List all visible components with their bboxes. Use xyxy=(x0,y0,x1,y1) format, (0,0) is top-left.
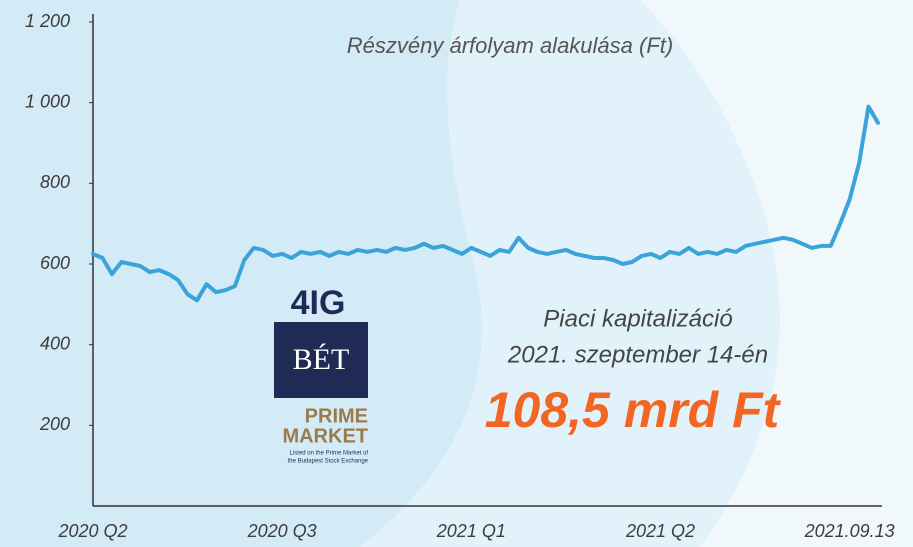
logo-box xyxy=(274,322,368,398)
y-tick-label: 1 200 xyxy=(25,11,70,31)
y-tick-label: 800 xyxy=(40,172,70,192)
x-tick-label: 2021.09.13 xyxy=(804,521,895,541)
y-tick-label: 1 000 xyxy=(25,91,70,111)
x-tick-label: 2020 Q3 xyxy=(247,521,317,541)
price-line xyxy=(91,104,880,303)
x-tick-label: 2021 Q1 xyxy=(436,521,506,541)
annotation: 2021. szeptember 14-én xyxy=(507,341,768,368)
chart-title: Részvény árfolyam alakulása (Ft) xyxy=(347,33,673,58)
y-tick-label: 600 xyxy=(40,253,70,273)
logo-brand: 4IG xyxy=(291,284,346,322)
annotation: Piaci kapitalizáció xyxy=(543,305,732,332)
logo-line: PRIME xyxy=(305,405,368,427)
x-tick-label: 2020 Q2 xyxy=(57,521,127,541)
logo-exchange: BÉT xyxy=(293,343,350,376)
decor-shape xyxy=(640,0,913,547)
annotation-highlight: 108,5 mrd Ft xyxy=(485,382,782,438)
logo-note: Listed on the Prime Market of xyxy=(290,451,369,457)
logo-line: MARKET xyxy=(282,425,368,447)
logo: 4IG BÉT PRIME MARKET Listed on the Prime… xyxy=(274,284,369,465)
y-tick-label: 400 xyxy=(40,333,70,353)
y-tick-label: 200 xyxy=(39,414,70,434)
x-tick-label: 2021 Q2 xyxy=(625,521,695,541)
logo-note: the Budapest Stock Exchange xyxy=(288,459,369,465)
